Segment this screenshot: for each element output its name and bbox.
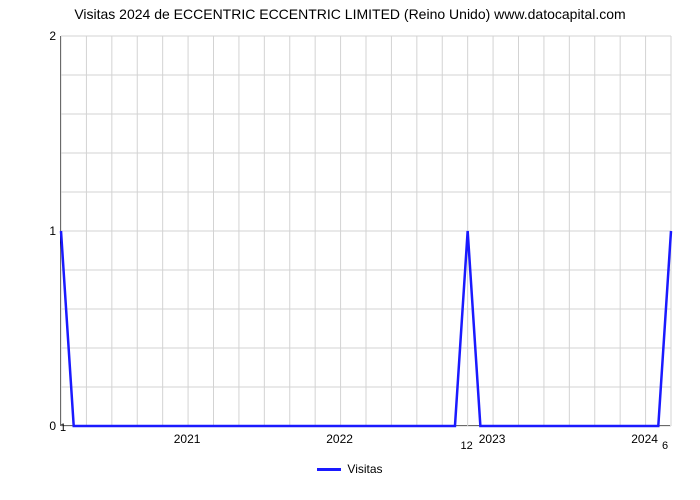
y-tick-label: 1 xyxy=(49,224,56,238)
legend-label: Visitas xyxy=(347,462,382,476)
data-point-label: 12 xyxy=(461,440,473,452)
legend-swatch xyxy=(317,468,341,471)
chart-title: Visitas 2024 de ECCENTRIC ECCENTRIC LIMI… xyxy=(74,6,625,22)
y-tick-label: 0 xyxy=(49,419,56,433)
data-point-label: 6 xyxy=(662,440,668,452)
x-tick-label: 2021 xyxy=(174,432,201,446)
x-tick-label: 2024 xyxy=(631,432,658,446)
chart-area: 012 2021202220232024 1126 xyxy=(20,26,680,456)
y-tick-label: 2 xyxy=(49,29,56,43)
plot-area xyxy=(60,36,670,426)
data-line xyxy=(61,36,670,425)
x-tick-label: 2023 xyxy=(479,432,506,446)
data-point-label: 1 xyxy=(60,422,66,434)
x-tick-label: 2022 xyxy=(326,432,353,446)
legend: Visitas xyxy=(317,462,382,476)
